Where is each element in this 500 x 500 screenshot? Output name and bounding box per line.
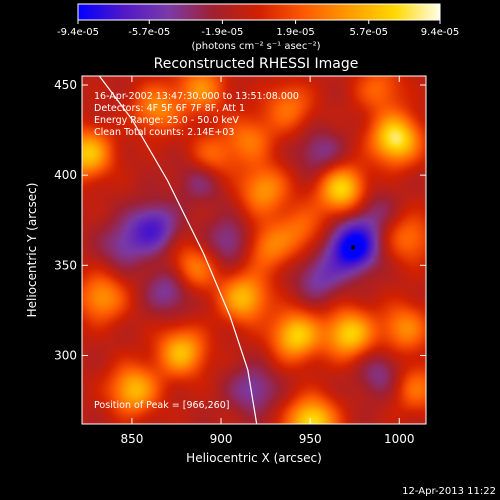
- annotation-detectors: Detectors: 4F 5F 6F 7F 8F, Att 1: [94, 103, 245, 114]
- colorbar-unit-label: (photons cm⁻² s⁻¹ asec⁻²): [191, 41, 320, 52]
- solar-limb-line: [98, 76, 258, 424]
- y-axis-label: Heliocentric Y (arcsec): [25, 183, 39, 318]
- y-tick-label: 300: [54, 348, 77, 362]
- x-axis-ticks: 850 900 950 1000: [120, 76, 415, 446]
- x-tick-label: 850: [120, 432, 143, 446]
- annotation-energy-range: Energy Range: 25.0 - 50.0 keV: [94, 115, 239, 126]
- annotation-clean-counts: Clean Total counts: 2.14E+03: [94, 127, 234, 138]
- x-tick-label: 1000: [384, 432, 415, 446]
- colorbar-tick-label: -5.7e-05: [128, 27, 170, 38]
- plot-frame: [81, 75, 427, 425]
- colorbar-tick-label: -9.4e-05: [57, 27, 99, 38]
- x-tick-label: 900: [210, 432, 233, 446]
- chart-title: Reconstructed RHESSI Image: [154, 56, 359, 72]
- x-axis-label: Heliocentric X (arcsec): [186, 451, 322, 465]
- peak-position-label: Position of Peak = [966,260]: [94, 400, 229, 411]
- y-tick-label: 450: [54, 78, 77, 92]
- y-tick-label: 400: [54, 168, 77, 182]
- colorbar-tick-label: 5.7e-05: [350, 27, 388, 38]
- heatmap-image: [82, 76, 426, 424]
- colorbar-tick-label: -1.9e-05: [201, 27, 243, 38]
- x-tick-label: 950: [299, 432, 322, 446]
- y-tick-label: 350: [54, 258, 77, 272]
- peak-marker: [350, 245, 356, 250]
- y-axis-ticks: 300 350 400 450: [54, 78, 426, 362]
- colorbar-tick-label: 9.4e-05: [421, 27, 459, 38]
- annotation-time-range: 16-Apr-2002 13:47:30.000 to 13:51:08.000: [94, 91, 299, 102]
- colorbar-tick-label: 1.9e-05: [276, 27, 314, 38]
- colorbar: [77, 3, 441, 21]
- colorbar-ticks: -9.4e-05 -5.7e-05 -1.9e-05 1.9e-05 5.7e-05 9.…: [57, 20, 459, 38]
- footer-timestamp: 12-Apr-2013 11:22: [402, 486, 496, 497]
